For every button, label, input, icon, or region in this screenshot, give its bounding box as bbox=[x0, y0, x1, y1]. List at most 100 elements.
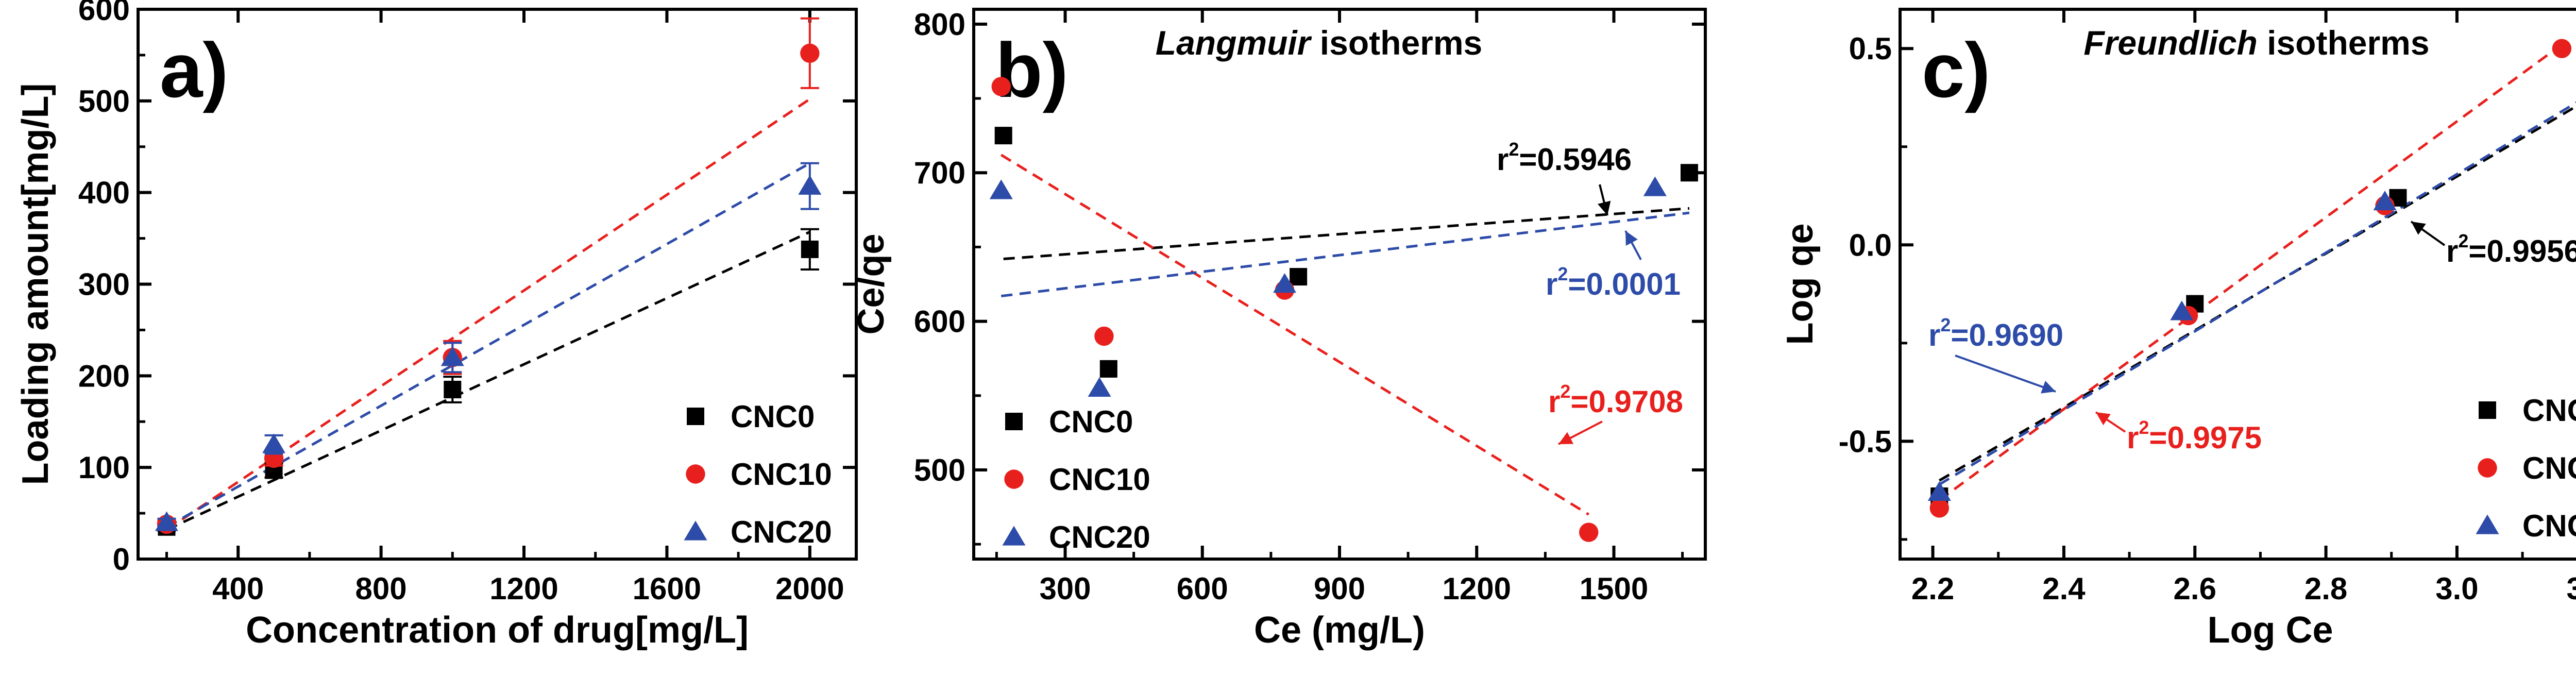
legend-label-cnc10: CNC10 bbox=[1049, 462, 1150, 497]
y-tick-label: 700 bbox=[914, 156, 965, 190]
data-point-cnc0 bbox=[1099, 360, 1117, 378]
legend-label-cnc10: CNC10 bbox=[731, 457, 832, 492]
data-point-cnc20 bbox=[155, 511, 178, 531]
panel-title-rest: isotherms bbox=[2258, 24, 2430, 62]
y-tick-label: 600 bbox=[78, 0, 130, 27]
fit-line-cnc20 bbox=[1001, 211, 1690, 298]
x-tick-label: 1600 bbox=[633, 571, 701, 606]
r2-label: r2=0.0001 bbox=[1546, 263, 1681, 301]
r2-eq: = bbox=[2468, 234, 2486, 268]
data-point-cnc20 bbox=[1088, 377, 1111, 397]
r2-annotation-cnc0: r2=0.5946 bbox=[1497, 139, 1632, 216]
fit-line-cnc20 bbox=[166, 162, 811, 528]
r2-superscript: 2 bbox=[2139, 417, 2149, 438]
r2-value: 0.9708 bbox=[1588, 384, 1683, 419]
fit-line-cnc10 bbox=[166, 98, 811, 531]
legend-marker-cnc20 bbox=[1002, 526, 1026, 546]
data-point-cnc10 bbox=[1579, 522, 1599, 542]
r2-eq: = bbox=[1951, 318, 1969, 352]
data-point-cnc20 bbox=[440, 346, 464, 366]
fit-line-cnc0 bbox=[166, 230, 810, 531]
r2-label: r2=0.9690 bbox=[1928, 314, 2063, 352]
r2-arrow-head bbox=[1558, 432, 1574, 444]
y-axis-title: Ce/qe bbox=[851, 233, 892, 334]
r2-prefix: r bbox=[1548, 384, 1560, 419]
x-tick-label: 2.8 bbox=[2304, 571, 2347, 606]
panel-title-rest: isotherms bbox=[1310, 24, 1482, 62]
chart-panel-a: 400 800 1200 1600 2000 0 100 200 300 400 500 600 Con… bbox=[15, 0, 858, 651]
r2-superscript: 2 bbox=[2458, 230, 2468, 251]
data-point-cnc20 bbox=[1927, 481, 1951, 501]
legend-marker-cnc0 bbox=[687, 408, 704, 425]
panel-title: Langmuir isotherms bbox=[1156, 24, 1482, 62]
x-axis-title: Ce (mg/L) bbox=[1254, 610, 1425, 651]
panel-title-italic: Freundlich bbox=[2083, 24, 2257, 62]
x-axis-title: Log Ce bbox=[2208, 610, 2333, 651]
legend-marker-cnc10 bbox=[2478, 458, 2497, 478]
data-point-cnc20 bbox=[1273, 273, 1296, 293]
data-point-cnc20 bbox=[1643, 176, 1667, 196]
y-tick-label: 300 bbox=[78, 267, 130, 302]
r2-label: r2=0.9975 bbox=[2127, 417, 2262, 455]
y-tick-label: 500 bbox=[78, 84, 130, 119]
panel-label: c) bbox=[1922, 27, 1990, 113]
plot-frame bbox=[1899, 8, 2576, 561]
r2-superscript: 2 bbox=[1509, 139, 1519, 160]
r2-label: r2=0.9956 bbox=[2446, 230, 2576, 268]
data-point-cnc0 bbox=[801, 240, 819, 258]
r2-annotation-cnc20: r2=0.0001 bbox=[1546, 230, 1681, 301]
panel-label: a) bbox=[160, 27, 228, 113]
r2-label: r2=0.9708 bbox=[1548, 381, 1683, 419]
r2-label: r2=0.5946 bbox=[1497, 139, 1632, 177]
y-tick-label: -0.5 bbox=[1839, 424, 1892, 459]
x-tick-label: 2.4 bbox=[2042, 571, 2086, 606]
y-tick-label: 200 bbox=[78, 359, 130, 393]
fit-line-cnc0 bbox=[1003, 207, 1690, 260]
data-point-cnc10 bbox=[2552, 39, 2572, 58]
x-tick-label: 1200 bbox=[489, 571, 558, 606]
data-point-cnc0 bbox=[994, 127, 1012, 145]
y-axis-title: Loading amount[mg/L] bbox=[15, 83, 56, 485]
r2-prefix: r bbox=[1546, 267, 1557, 301]
x-tick-label: 900 bbox=[1314, 571, 1365, 606]
r2-arrow-head bbox=[1598, 200, 1611, 215]
r2-value: 0.5946 bbox=[1537, 142, 1632, 177]
x-tick-label: 3.2 bbox=[2567, 571, 2576, 606]
r2-superscript: 2 bbox=[1557, 263, 1568, 284]
r2-arrow-line bbox=[1955, 355, 2056, 393]
r2-eq: = bbox=[1519, 142, 1537, 177]
r2-value: 0.0001 bbox=[1586, 267, 1681, 301]
legend-marker-cnc10 bbox=[1004, 469, 1024, 489]
legend-label-cnc20: CNC20 bbox=[1049, 520, 1150, 554]
data-point-cnc10 bbox=[1094, 326, 1114, 346]
legend-marker-cnc0 bbox=[2479, 401, 2496, 419]
chart-panel-b: 300 600 900 1200 1500 500 600 700 800 Ce (mg/L) Ce… bbox=[851, 7, 1707, 651]
x-tick-label: 800 bbox=[355, 571, 407, 606]
r2-annotation-cnc10: r2=0.9975 bbox=[2095, 411, 2262, 455]
x-tick-label: 1200 bbox=[1443, 571, 1511, 606]
legend-marker-cnc0 bbox=[1005, 413, 1023, 430]
r2-value: 0.9975 bbox=[2167, 420, 2262, 455]
y-tick-label: 0 bbox=[113, 542, 130, 577]
fit-line-cnc10 bbox=[1000, 154, 1589, 516]
r2-arrow-head bbox=[1625, 231, 1638, 246]
x-tick-label: 2.2 bbox=[1911, 571, 1954, 606]
legend-label-cnc10: CNC10 bbox=[2522, 451, 2576, 485]
data-point-cnc20 bbox=[798, 175, 822, 195]
y-tick-label: 600 bbox=[914, 305, 965, 339]
x-tick-label: 1500 bbox=[1580, 571, 1648, 606]
fit-line-cnc0 bbox=[1939, 105, 2576, 482]
r2-eq: = bbox=[1570, 384, 1588, 419]
data-point-cnc0 bbox=[1290, 268, 1308, 286]
r2-prefix: r bbox=[2446, 234, 2458, 268]
legend-marker-cnc20 bbox=[2476, 514, 2499, 534]
data-point-cnc0 bbox=[1680, 164, 1698, 182]
x-axis-title: Concentration of drug[mg/L] bbox=[246, 610, 749, 651]
x-tick-label: 600 bbox=[1177, 571, 1228, 606]
y-tick-label: 800 bbox=[914, 7, 965, 42]
r2-prefix: r bbox=[2127, 420, 2139, 455]
r2-annotation-cnc20: r2=0.9690 bbox=[1928, 314, 2063, 394]
y-tick-label: 100 bbox=[78, 450, 130, 485]
x-tick-label: 3.0 bbox=[2435, 571, 2478, 606]
